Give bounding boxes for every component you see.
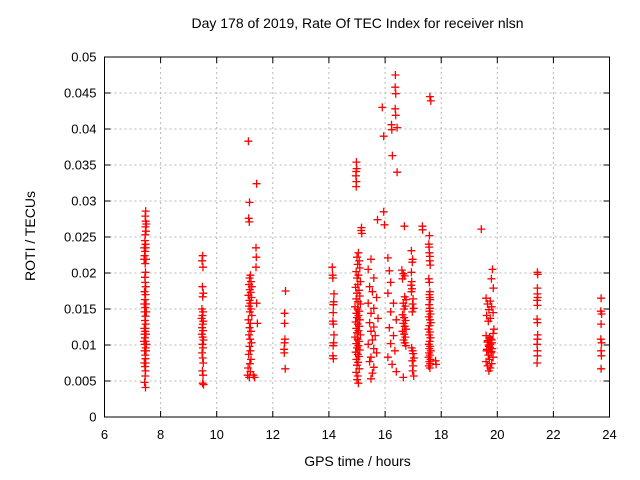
x-tick-label: 8 [157,427,164,442]
x-tick-label: 18 [434,427,448,442]
x-tick-label: 22 [546,427,560,442]
y-tick-label: 0.045 [64,86,97,101]
chart-title: Day 178 of 2019, Rate Of TEC Index for r… [191,15,524,31]
x-tick-label: 24 [602,427,616,442]
y-tick-label: 0.005 [64,374,97,389]
y-tick-label: 0.04 [71,122,96,137]
x-tick-label: 12 [266,427,280,442]
x-tick-label: 16 [378,427,392,442]
y-tick-label: 0.015 [64,302,97,317]
x-axis-label: GPS time / hours [304,453,411,469]
y-tick-label: 0.025 [64,230,97,245]
x-tick-label: 14 [322,427,336,442]
y-tick-label: 0.02 [71,266,96,281]
scatter-points [140,71,606,392]
x-tick-label: 20 [490,427,504,442]
x-tick-label: 6 [101,427,108,442]
x-tick-label: 10 [209,427,223,442]
y-tick-labels: 0 0.005 0.01 0.015 0.02 0.025 0.03 0.035 0.04 0.0… [64,50,97,425]
y-tick-label: 0.01 [71,338,96,353]
tick-marks [104,56,610,418]
y-tick-label: 0.05 [71,50,96,65]
y-tick-label: 0.035 [64,158,97,173]
x-tick-labels: 6 8 10 12 14 16 18 20 22 24 [101,427,617,442]
y-tick-label: 0.03 [71,194,96,209]
y-tick-label: 0 [89,410,96,425]
